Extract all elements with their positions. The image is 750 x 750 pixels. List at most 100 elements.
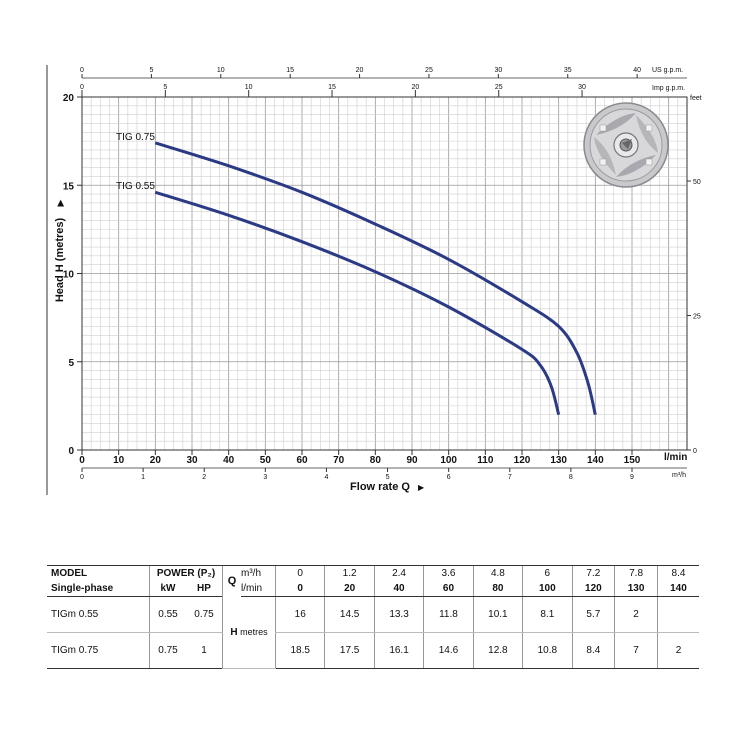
y-axis-title-arrow: ▶ xyxy=(55,199,65,206)
q-m3h-1: 1.2 xyxy=(324,565,375,581)
h-cell: 16.1 xyxy=(373,632,424,669)
h-cell: 11.8 xyxy=(423,596,474,633)
m3h-tick-label: 5 xyxy=(386,474,390,481)
q-m3h-8: 8.4 xyxy=(656,565,699,581)
m3h-tick-label: 0 xyxy=(80,474,84,481)
imp-gpm-tick-label: 25 xyxy=(495,84,503,91)
imp-gpm-unit-label: Imp g.p.m. xyxy=(652,85,685,92)
h-cell: 10.1 xyxy=(472,596,523,633)
m3h-tick-label: 6 xyxy=(447,474,451,481)
h-cell: 2 xyxy=(656,632,699,669)
series-label-tig075: TIG 0.75 xyxy=(116,132,155,143)
q-lmin-2: 40 xyxy=(373,581,424,597)
table-header-row-1: MODEL POWER (P₂) Q m³/h 0 1.2 2.4 3.6 4.… xyxy=(47,565,699,597)
lmin-label: l/min xyxy=(241,581,276,597)
feet-tick-label: 25 xyxy=(693,314,701,321)
kw-header: kW xyxy=(149,581,186,597)
x-tick-label: 20 xyxy=(150,455,162,466)
q-m3h-7: 7.8 xyxy=(614,565,658,581)
us-gpm-tick-label: 15 xyxy=(286,67,294,74)
q-m3h-3: 3.6 xyxy=(423,565,474,581)
q-label: Q xyxy=(222,565,241,597)
imp-gpm-tick-label: 30 xyxy=(578,84,586,91)
m3h-tick-label: 4 xyxy=(324,474,328,481)
h-cell: 8.1 xyxy=(522,596,573,633)
h-cell: 16 xyxy=(274,596,325,633)
q-lmin-4: 80 xyxy=(472,581,523,597)
table-row: TIGm 0.55 0.55 0.75 H metres 16 14.5 13.… xyxy=(47,596,699,669)
feet-tick-label: 0 xyxy=(693,448,697,455)
us-gpm-tick-label: 40 xyxy=(633,67,641,74)
model-cell: TIGm 0.55 xyxy=(47,596,150,633)
h-cell: 12.8 xyxy=(472,632,523,669)
us-gpm-tick-label: 5 xyxy=(149,67,153,74)
y-tick-label: 5 xyxy=(68,358,74,369)
x-tick-label: 30 xyxy=(186,455,198,466)
x-tick-label: 90 xyxy=(406,455,418,466)
h-cell: 14.5 xyxy=(324,596,375,633)
model-cell: TIGm 0.75 xyxy=(47,632,150,669)
x-tick-label: 60 xyxy=(296,455,308,466)
y-tick-label: 20 xyxy=(63,93,75,104)
q-lmin-0: 0 xyxy=(274,581,325,597)
q-m3h-5: 6 xyxy=(522,565,573,581)
m3h-tick-label: 7 xyxy=(508,474,512,481)
m3h-tick-label: 9 xyxy=(630,474,634,481)
imp-gpm-tick-label: 0 xyxy=(80,84,84,91)
series-line-tig055 xyxy=(154,190,561,416)
us-gpm-tick-label: 30 xyxy=(494,67,502,74)
m3h-tick-label: 2 xyxy=(202,474,206,481)
hp-cell: 0.75 xyxy=(186,596,223,633)
x-axis-title: Flow rate Q xyxy=(350,481,410,493)
q-m3h-0: 0 xyxy=(274,565,325,581)
imp-gpm-tick-label: 20 xyxy=(411,84,419,91)
m3h-tick-label: 1 xyxy=(141,474,145,481)
x-tick-label: 150 xyxy=(624,455,641,466)
series-label-tig055: TIG 0.55 xyxy=(116,181,155,192)
x-tick-label: 50 xyxy=(260,455,272,466)
table-header-row-2: Single-phase kW HP l/min 0 20 40 60 80 1… xyxy=(47,581,699,597)
us-gpm-tick-label: 35 xyxy=(564,67,572,74)
x-tick-label: 70 xyxy=(333,455,345,466)
y-axis-title: Head H (metres) xyxy=(54,217,66,302)
h-metres-label: H metres xyxy=(222,596,276,669)
q-lmin-6: 120 xyxy=(571,581,615,597)
h-cell: 10.8 xyxy=(522,632,573,669)
us-gpm-tick-label: 25 xyxy=(425,67,433,74)
q-lmin-3: 60 xyxy=(423,581,474,597)
model-header: MODEL xyxy=(47,565,150,581)
x-axis-title-arrow: ▶ xyxy=(418,483,425,492)
y-tick-label: 10 xyxy=(63,270,75,281)
q-lmin-5: 100 xyxy=(522,581,573,597)
power-header: POWER (P₂) xyxy=(149,565,223,581)
x-tick-label: 10 xyxy=(113,455,125,466)
q-lmin-7: 130 xyxy=(614,581,658,597)
h-cell: 2 xyxy=(614,596,658,633)
x-tick-label: 130 xyxy=(550,455,567,466)
h-cell: 13.3 xyxy=(373,596,424,633)
q-m3h-2: 2.4 xyxy=(373,565,424,581)
table-row: TIGm 0.75 0.75 1 18.5 17.5 16.1 14.6 12.… xyxy=(47,632,699,669)
imp-gpm-tick-label: 10 xyxy=(245,84,253,91)
h-cell: 17.5 xyxy=(324,632,375,669)
h-cell: 8.4 xyxy=(571,632,615,669)
y-tick-label: 15 xyxy=(63,181,75,192)
lmin-unit-label: l/min xyxy=(664,452,687,463)
x-tick-label: 80 xyxy=(370,455,382,466)
imp-gpm-tick-label: 5 xyxy=(163,84,167,91)
us-gpm-tick-label: 0 xyxy=(80,67,84,74)
x-tick-label: 100 xyxy=(440,455,457,466)
feet-tick-label: 50 xyxy=(693,179,701,186)
imp-gpm-tick-label: 15 xyxy=(328,84,336,91)
hp-header: HP xyxy=(186,581,223,597)
q-m3h-4: 4.8 xyxy=(472,565,523,581)
kw-cell: 0.75 xyxy=(149,632,186,669)
metres-label: metres xyxy=(240,627,268,637)
single-phase-header: Single-phase xyxy=(47,581,150,597)
m3h-unit-label: m³/h xyxy=(672,472,686,479)
h-cell: 18.5 xyxy=(274,632,325,669)
x-tick-label: 110 xyxy=(477,455,494,466)
m3h-label: m³/h xyxy=(241,565,276,581)
